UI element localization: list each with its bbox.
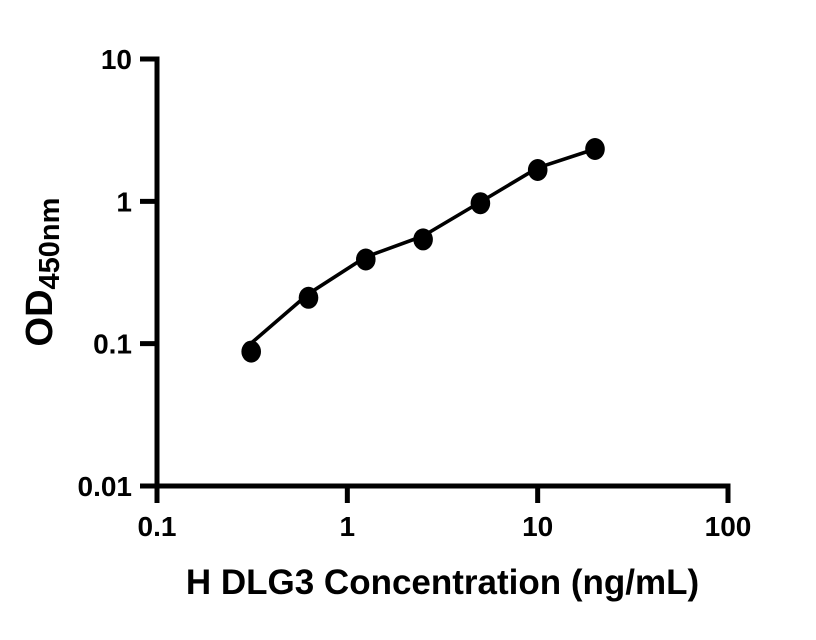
y-axis-title-main: OD: [19, 289, 61, 346]
y-axis-title: OD450nm: [19, 198, 66, 347]
data-point: [585, 138, 605, 160]
y-axis-title-subscript: 450nm: [34, 198, 66, 290]
y-tick-label: 1: [116, 186, 132, 217]
data-point: [241, 340, 261, 363]
data-point: [356, 248, 376, 271]
data-point: [298, 286, 319, 309]
x-axis-title: H DLG3 Concentration (ng/mL): [186, 563, 699, 602]
y-tick-label: 0.1: [93, 329, 132, 360]
x-tick-label: 100: [705, 511, 752, 542]
data-point: [527, 159, 548, 181]
x-tick-label: 1: [340, 511, 356, 542]
data-point: [413, 228, 433, 251]
x-tick-label: 0.1: [138, 511, 177, 542]
y-tick-label: 10: [101, 44, 132, 75]
x-tick-label: 10: [522, 511, 553, 542]
y-tick-label: 0.01: [78, 471, 133, 502]
data-point: [470, 192, 491, 215]
